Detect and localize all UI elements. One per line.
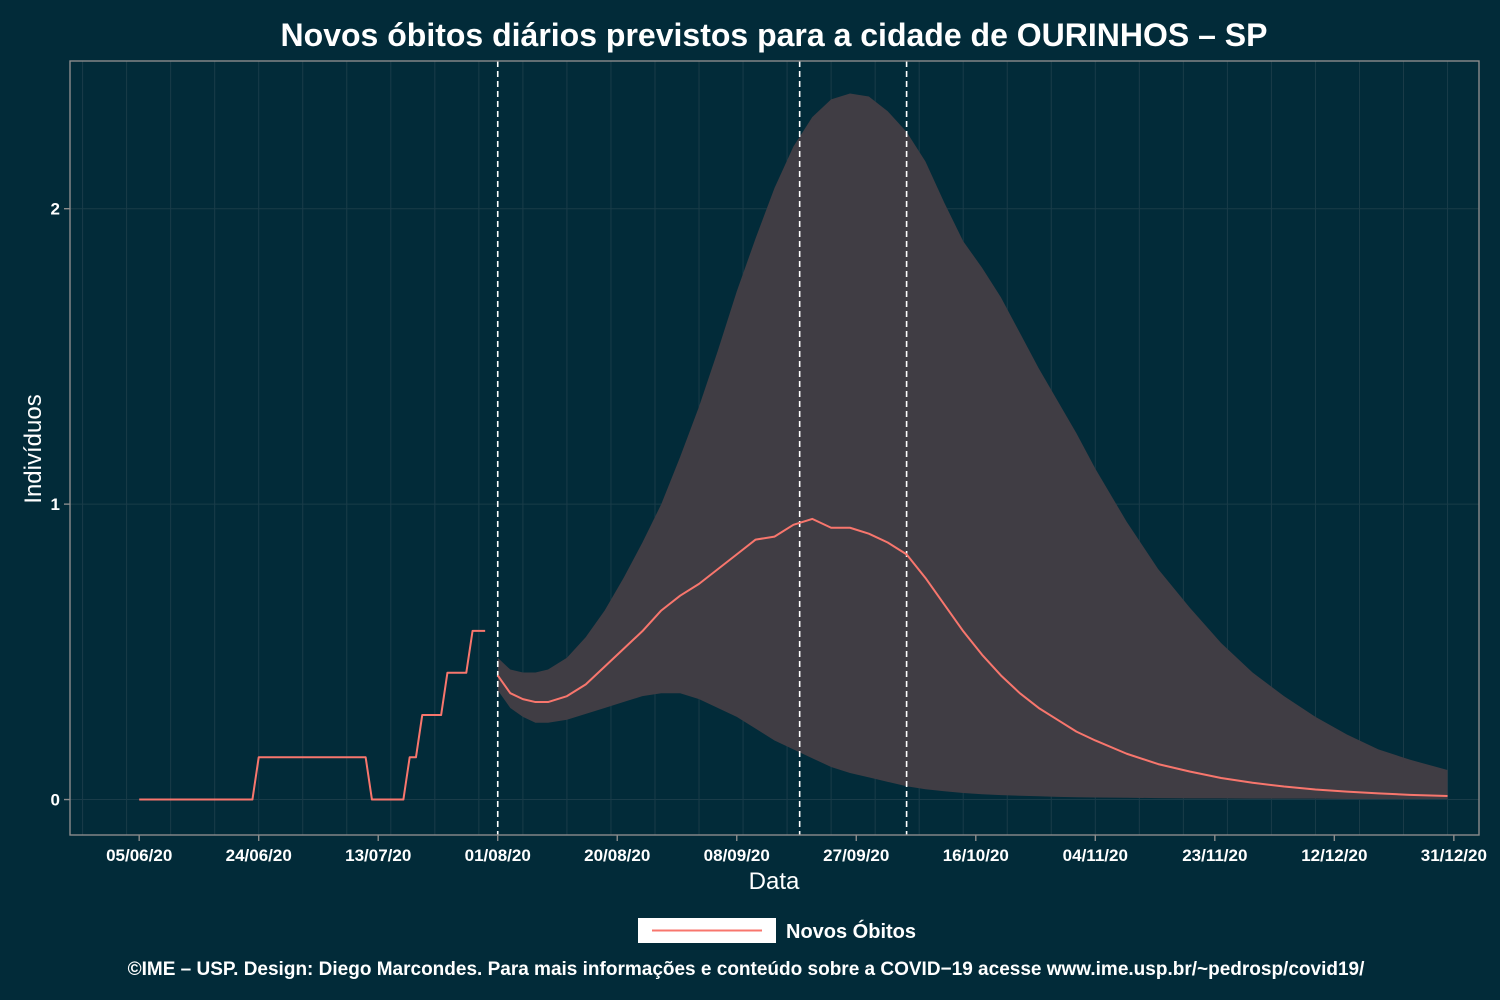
series-line-predicted — [496, 517, 1448, 797]
y-tick-label: 0 — [51, 791, 60, 810]
y-tick-label: 2 — [51, 200, 60, 219]
confidence-band-area — [497, 93, 1448, 799]
x-tick-label: 31/12/20 — [1421, 846, 1487, 865]
x-tick-label: 05/06/20 — [106, 846, 172, 865]
y-axis-title: Indivíduos — [20, 394, 47, 503]
series-lines — [139, 517, 1448, 801]
y-tick-label: 1 — [51, 495, 60, 514]
confidence-band — [497, 93, 1448, 799]
x-axis-title: Data — [749, 868, 800, 895]
x-tick-label: 01/08/20 — [465, 846, 531, 865]
x-tick-label: 13/07/20 — [345, 846, 411, 865]
x-tick-label: 23/11/20 — [1182, 846, 1247, 865]
plot-frame — [69, 60, 1480, 836]
x-tick-label: 16/10/20 — [943, 846, 1009, 865]
chart-title: Novos óbitos diários previstos para a ci… — [281, 17, 1268, 53]
series-line-observed — [139, 629, 486, 801]
x-axis-ticks: 05/06/20 24/06/20 13/07/20 01/08/20 20/08/20… — [106, 835, 1487, 865]
x-tick-label: 24/06/20 — [226, 846, 292, 865]
x-tick-label: 12/12/20 — [1301, 846, 1367, 865]
y-axis-ticks: 0 1 2 — [51, 200, 70, 810]
vertical-reference-lines — [496, 61, 908, 835]
legend-label: Novos Óbitos — [786, 919, 916, 943]
legend: Novos Óbitos — [638, 918, 916, 943]
caption: ©IME – USP. Design: Diego Marcondes. Par… — [128, 959, 1365, 980]
x-tick-label: 04/11/20 — [1063, 846, 1128, 865]
x-tick-label: 08/09/20 — [704, 846, 770, 865]
x-tick-label: 27/09/20 — [823, 846, 889, 865]
x-tick-label: 20/08/20 — [584, 846, 650, 865]
